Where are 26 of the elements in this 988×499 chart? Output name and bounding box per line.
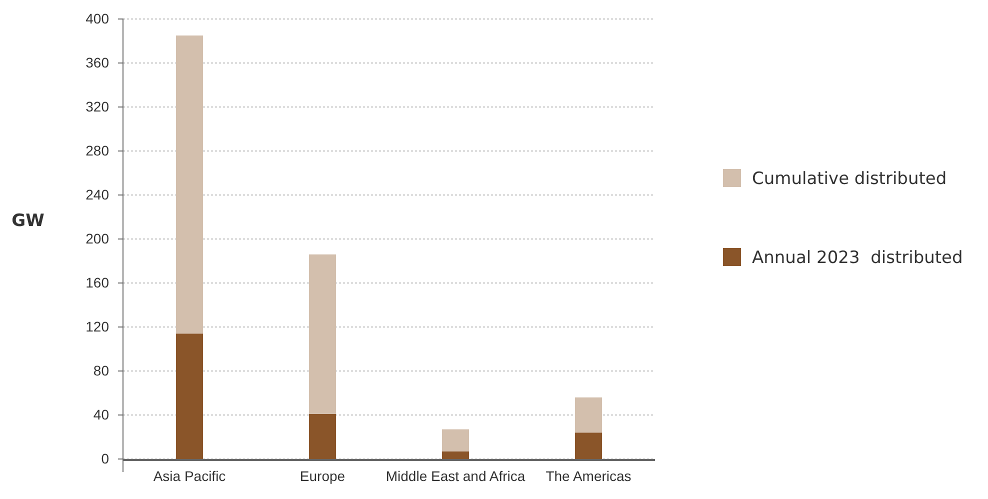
bar: [575, 397, 602, 433]
y-tick-label: 240: [86, 186, 110, 202]
x-tick-label: Asia Pacific: [153, 468, 226, 484]
y-tick-label: 320: [86, 98, 110, 114]
y-tick-label: 80: [93, 362, 110, 378]
y-tick-label: 0: [101, 450, 110, 466]
bar: [442, 429, 469, 452]
x-tick-label: Europe: [300, 468, 346, 484]
y-tick-label: 40: [93, 406, 110, 422]
x-tick-label: Middle East and Africa: [386, 468, 526, 484]
bar: [309, 254, 336, 414]
y-tick-label: 160: [86, 274, 110, 290]
bar: [176, 334, 203, 459]
y-axis-title: GW: [12, 211, 45, 231]
bar: [442, 451, 469, 459]
bar: [575, 432, 602, 459]
bar: [309, 414, 336, 459]
y-tick-label: 400: [86, 10, 110, 26]
legend-label: Annual 2023 distributed: [752, 248, 963, 268]
y-tick-label: 200: [86, 230, 110, 246]
y-tick-label: 280: [86, 142, 110, 158]
legend-label: Cumulative distributed: [752, 169, 947, 189]
bar: [176, 36, 203, 334]
y-tick-label: 120: [86, 318, 110, 334]
x-tick-label: The Americas: [546, 468, 632, 484]
y-tick-label: 360: [86, 54, 110, 70]
